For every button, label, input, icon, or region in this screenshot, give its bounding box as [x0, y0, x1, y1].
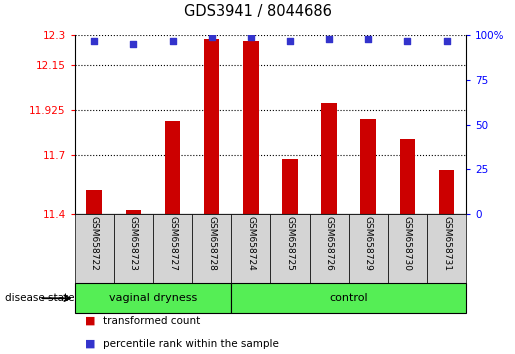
Point [129, 41, 138, 47]
Bar [75, 214, 114, 283]
Text: control: control [330, 293, 368, 303]
Text: GSM658730: GSM658730 [403, 216, 412, 271]
Bar [243, 41, 259, 214]
Text: GSM658727: GSM658727 [168, 216, 177, 271]
Point [403, 38, 411, 44]
Point [90, 38, 98, 44]
Bar [165, 121, 180, 214]
Bar [75, 283, 231, 313]
Bar [270, 214, 310, 283]
Bar [87, 190, 102, 214]
Text: GSM658723: GSM658723 [129, 216, 138, 271]
Bar [439, 171, 454, 214]
Bar [310, 214, 349, 283]
Bar [192, 214, 231, 283]
Bar [114, 214, 153, 283]
Text: GDS3941 / 8044686: GDS3941 / 8044686 [183, 5, 332, 19]
Text: ■: ■ [85, 316, 95, 326]
Text: GSM658731: GSM658731 [442, 216, 451, 271]
Bar [360, 119, 376, 214]
Text: vaginal dryness: vaginal dryness [109, 293, 197, 303]
Text: GSM658726: GSM658726 [324, 216, 334, 271]
Text: ■: ■ [85, 339, 95, 349]
Text: GSM658728: GSM658728 [207, 216, 216, 271]
Point [442, 38, 451, 44]
Bar [204, 39, 219, 214]
Point [364, 36, 372, 42]
Text: GSM658722: GSM658722 [90, 216, 99, 271]
Bar [231, 283, 466, 313]
Bar [321, 103, 337, 214]
Bar [400, 139, 415, 214]
Bar [427, 214, 466, 283]
Point [286, 38, 294, 44]
Text: GSM658729: GSM658729 [364, 216, 373, 271]
Text: transformed count: transformed count [103, 316, 200, 326]
Text: GSM658724: GSM658724 [246, 216, 255, 271]
Bar [153, 214, 192, 283]
Bar [282, 159, 298, 214]
Bar [388, 214, 427, 283]
Bar [231, 214, 270, 283]
Text: GSM658725: GSM658725 [285, 216, 295, 271]
Bar [126, 210, 141, 214]
Text: disease state: disease state [5, 293, 75, 303]
Text: percentile rank within the sample: percentile rank within the sample [103, 339, 279, 349]
Point [247, 34, 255, 40]
Point [168, 38, 177, 44]
Point [325, 36, 333, 42]
Bar [349, 214, 388, 283]
Point [208, 34, 216, 40]
